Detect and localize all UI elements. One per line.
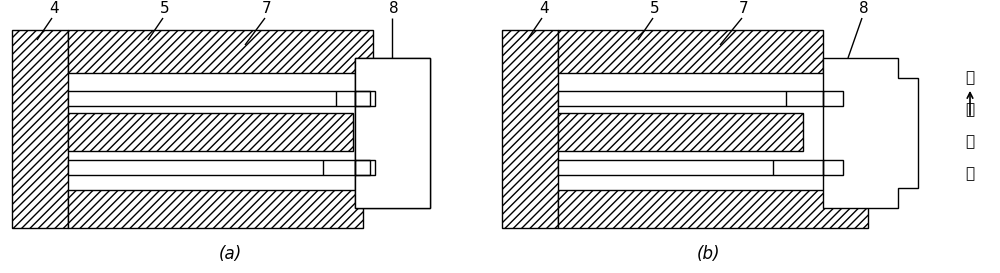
Bar <box>68 190 363 228</box>
Bar <box>502 30 558 228</box>
Text: 8: 8 <box>389 1 399 16</box>
Text: 5: 5 <box>650 1 660 16</box>
Text: (b): (b) <box>696 245 720 263</box>
Polygon shape <box>355 58 430 208</box>
Bar <box>558 190 868 228</box>
Bar <box>68 113 353 151</box>
Text: 7: 7 <box>739 1 749 16</box>
Bar <box>12 30 68 228</box>
Text: (a): (a) <box>218 245 242 263</box>
Bar <box>558 30 823 73</box>
Text: 7: 7 <box>262 1 272 16</box>
Text: 敏: 敏 <box>965 70 975 85</box>
Text: 4: 4 <box>49 1 59 16</box>
Bar <box>68 91 336 106</box>
Text: 感: 感 <box>965 102 975 117</box>
Text: 号: 号 <box>965 167 975 182</box>
Polygon shape <box>823 58 918 208</box>
Text: 5: 5 <box>160 1 170 16</box>
Bar <box>558 113 803 151</box>
Bar <box>355 58 430 208</box>
Text: 信: 信 <box>965 135 975 150</box>
Bar <box>558 91 786 106</box>
Bar <box>68 30 373 73</box>
Bar <box>68 160 323 175</box>
Bar <box>355 59 429 190</box>
Text: 8: 8 <box>859 1 869 16</box>
Text: 4: 4 <box>539 1 549 16</box>
Bar <box>558 160 773 175</box>
